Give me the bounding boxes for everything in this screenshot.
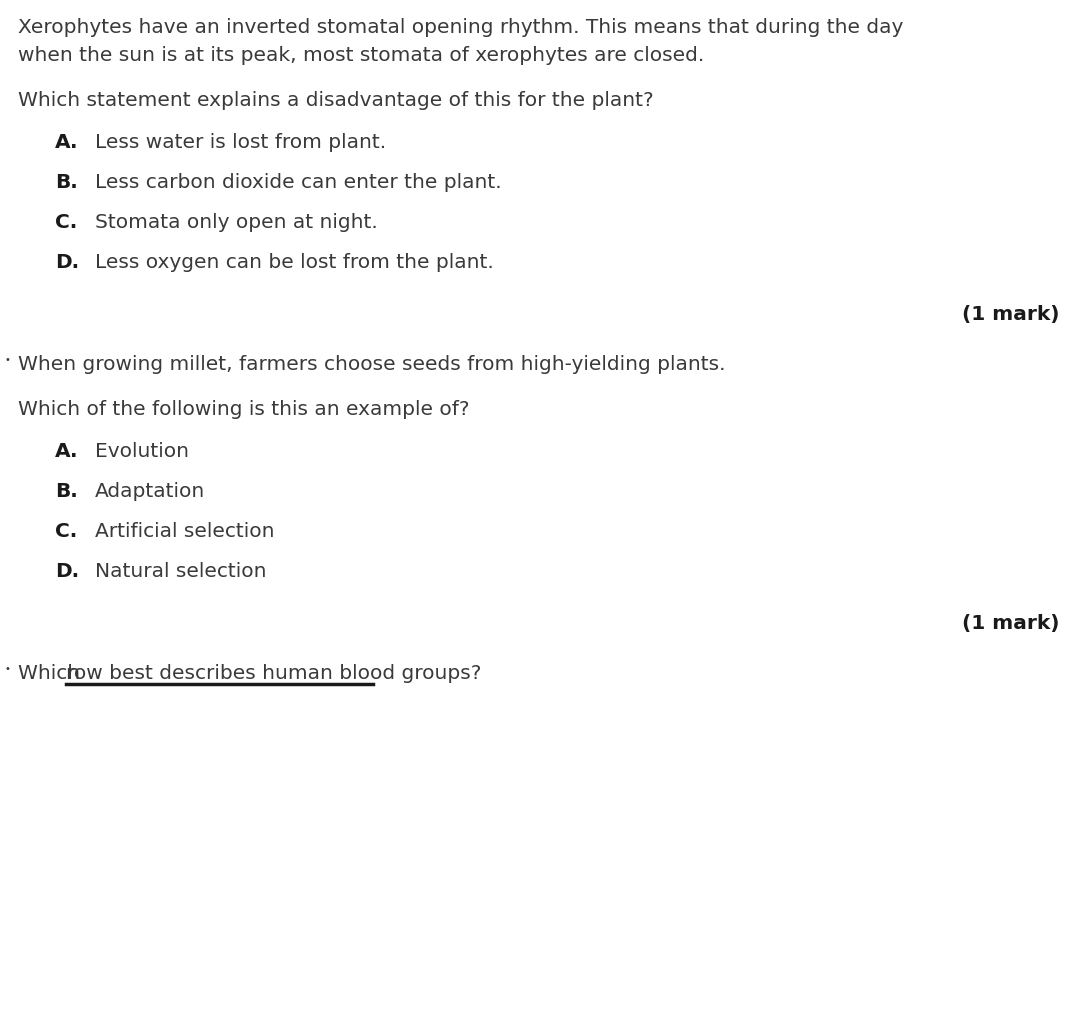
Text: B.: B. [55,173,78,192]
Text: Less water is lost from plant.: Less water is lost from plant. [95,133,387,152]
Text: •: • [4,664,10,674]
Text: Xerophytes have an inverted stomatal opening rhythm. This means that during the : Xerophytes have an inverted stomatal ope… [18,18,903,37]
Text: Stomata only open at night.: Stomata only open at night. [95,213,378,232]
Text: Less oxygen can be lost from the plant.: Less oxygen can be lost from the plant. [95,253,494,272]
Text: when the sun is at its peak, most stomata of xerophytes are closed.: when the sun is at its peak, most stomat… [18,46,704,65]
Text: (1 mark): (1 mark) [963,304,1060,324]
Text: Artificial selection: Artificial selection [95,522,274,541]
Text: D.: D. [55,562,79,581]
Text: C.: C. [55,522,77,541]
Text: •: • [4,355,10,365]
Text: Which of the following is this an example of?: Which of the following is this an exampl… [18,400,470,419]
Text: C.: C. [55,213,77,232]
Text: Natural selection: Natural selection [95,562,266,581]
Text: Adaptation: Adaptation [95,482,206,501]
Text: Evolution: Evolution [95,442,190,461]
Text: D.: D. [55,253,79,272]
Text: A.: A. [55,442,78,461]
Text: B.: B. [55,482,78,501]
Text: A.: A. [55,133,78,152]
Text: row best describes human blood groups?: row best describes human blood groups? [66,664,481,683]
Text: (1 mark): (1 mark) [963,614,1060,633]
Text: Which: Which [18,664,87,683]
Text: Less carbon dioxide can enter the plant.: Less carbon dioxide can enter the plant. [95,173,501,192]
Text: Which statement explains a disadvantage of this for the plant?: Which statement explains a disadvantage … [18,91,654,110]
Text: When growing millet, farmers choose seeds from high-yielding plants.: When growing millet, farmers choose seed… [18,355,726,374]
